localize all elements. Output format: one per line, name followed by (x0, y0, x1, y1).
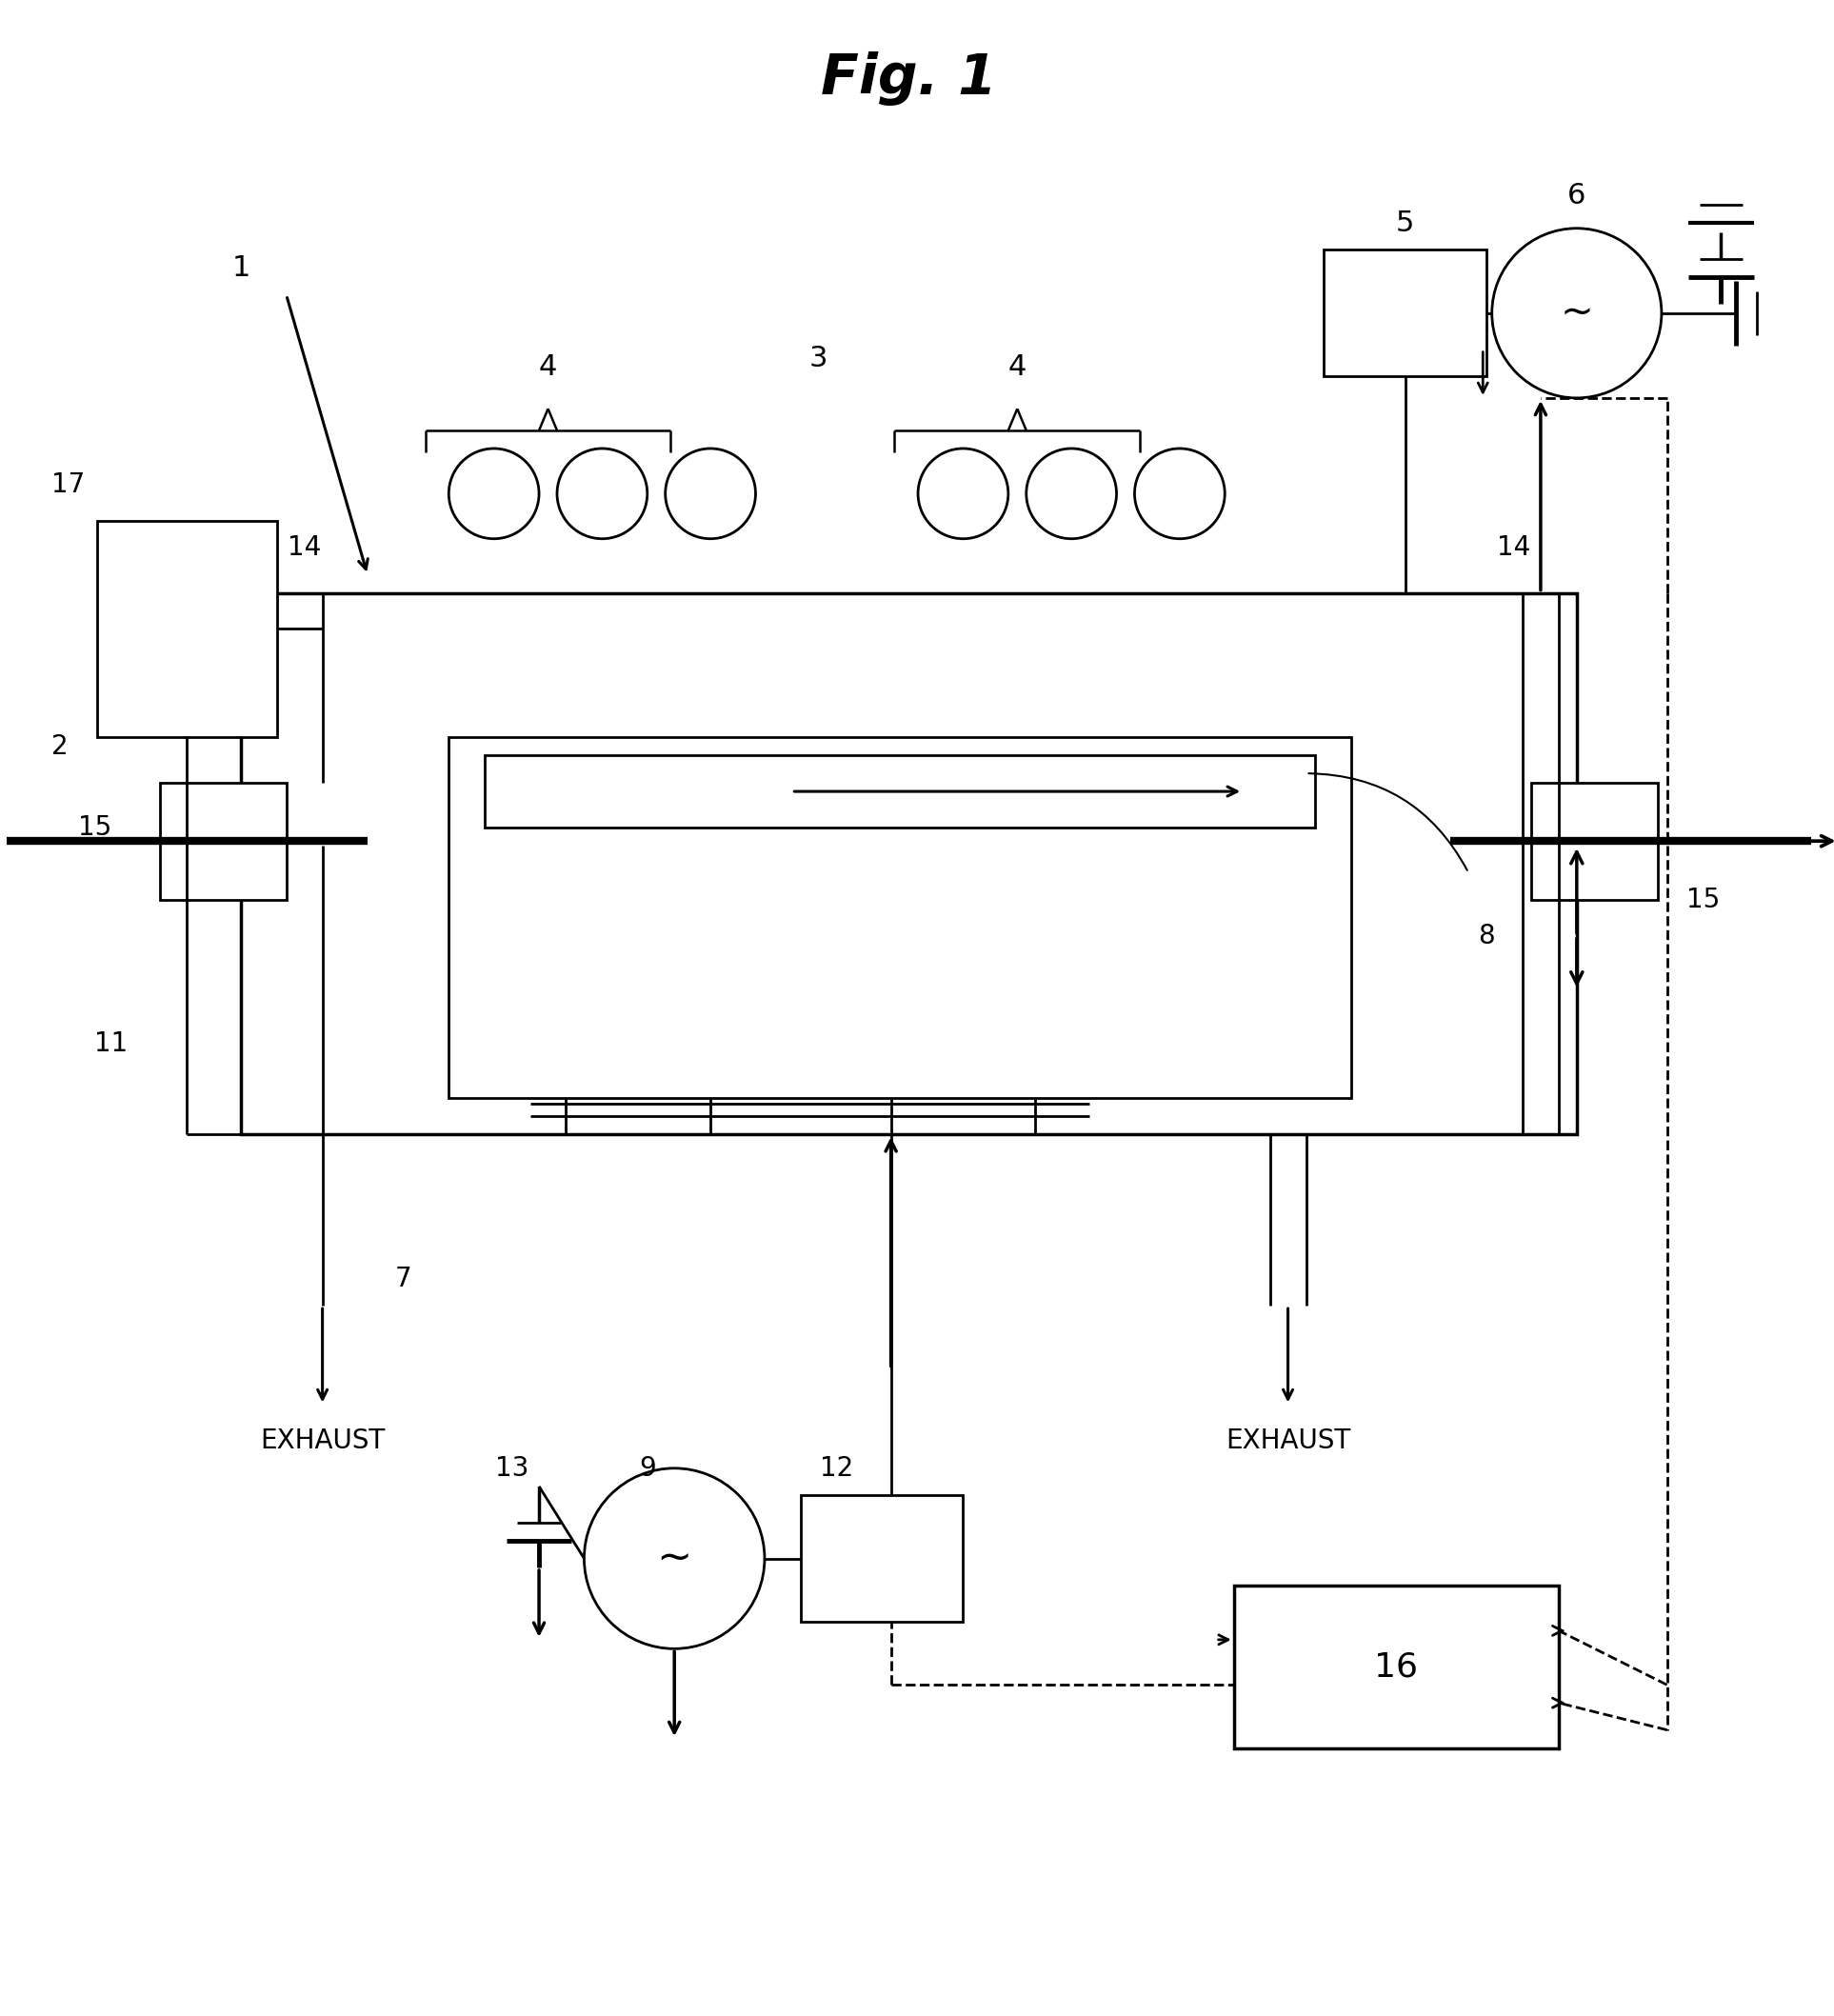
Text: 3: 3 (809, 345, 827, 373)
Text: 5: 5 (1396, 210, 1414, 236)
Bar (801, 1496, 963, 1621)
Bar (1324, 250, 1487, 377)
Text: 15: 15 (77, 814, 112, 841)
Bar (160, 782, 286, 899)
Bar (1531, 782, 1658, 899)
Circle shape (919, 448, 1009, 538)
Circle shape (666, 448, 756, 538)
Bar (484, 756, 1315, 827)
Text: ~: ~ (657, 1538, 691, 1579)
Text: 14: 14 (288, 534, 321, 560)
Text: 6: 6 (1568, 181, 1586, 210)
Circle shape (449, 448, 539, 538)
Circle shape (558, 448, 647, 538)
Text: 4: 4 (1009, 353, 1027, 381)
Circle shape (583, 1468, 765, 1649)
Text: 9: 9 (638, 1456, 657, 1482)
Text: 11: 11 (95, 1030, 128, 1058)
Text: 4: 4 (539, 353, 558, 381)
Text: 12: 12 (820, 1456, 853, 1482)
Circle shape (1135, 448, 1225, 538)
Circle shape (1027, 448, 1117, 538)
Bar (1234, 1585, 1559, 1748)
Bar (97, 520, 277, 738)
Text: Fig. 1: Fig. 1 (822, 50, 998, 105)
Text: ~: ~ (1561, 292, 1594, 333)
Text: 7: 7 (396, 1266, 413, 1292)
Text: 2: 2 (51, 734, 68, 760)
Bar (449, 738, 1352, 1099)
Text: 16: 16 (1374, 1651, 1418, 1683)
Text: EXHAUST: EXHAUST (260, 1427, 385, 1454)
Text: 15: 15 (1685, 887, 1720, 913)
Text: 1: 1 (233, 254, 251, 282)
Text: 13: 13 (495, 1456, 528, 1482)
Text: 17: 17 (51, 472, 86, 498)
Text: 8: 8 (1478, 923, 1495, 950)
Circle shape (1491, 228, 1662, 397)
Text: 14: 14 (1497, 534, 1530, 560)
Text: EXHAUST: EXHAUST (1225, 1427, 1350, 1454)
Bar (242, 593, 1577, 1135)
